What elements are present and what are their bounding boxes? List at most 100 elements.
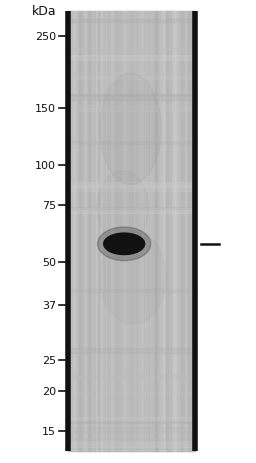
Bar [187,12,189,451]
Ellipse shape [100,74,161,185]
Bar [168,12,170,451]
Bar [131,12,134,451]
Bar [188,12,191,451]
Bar [141,12,143,451]
Bar [158,12,161,451]
Bar [130,12,132,451]
Bar [96,12,99,451]
Bar [111,12,113,451]
Bar [68,95,195,101]
Bar [68,418,195,421]
Bar [88,12,91,451]
Bar [149,12,151,451]
Bar [139,12,142,451]
Bar [145,12,148,451]
Bar [79,12,81,451]
Bar [76,12,78,451]
Bar [153,12,156,451]
Bar [68,94,195,96]
Bar [68,12,70,451]
Bar [144,12,146,451]
Bar [68,182,195,188]
Bar [84,12,86,451]
Bar [68,49,195,51]
Bar [114,12,116,451]
Text: 37: 37 [42,300,56,310]
Bar [150,12,153,451]
Bar [166,12,168,451]
Bar [185,12,187,451]
Bar [68,73,195,75]
Text: 100: 100 [35,161,56,170]
Bar [133,12,135,451]
Text: 15: 15 [42,426,56,436]
Bar [101,12,103,451]
Bar [103,12,105,451]
Bar [176,12,178,451]
Bar [68,348,195,353]
Bar [152,12,154,451]
Bar [106,12,108,451]
Bar [69,12,72,451]
Ellipse shape [104,234,145,255]
Bar [95,12,97,451]
Bar [163,12,165,451]
Bar [77,12,80,451]
Bar [68,56,195,61]
Bar [68,441,195,447]
Bar [68,185,195,192]
Bar [117,12,119,451]
Bar [171,12,173,451]
Bar [179,12,181,451]
Bar [68,19,195,23]
Bar [115,12,118,451]
Bar [68,77,195,80]
Bar [126,12,129,451]
Bar [74,12,77,451]
Bar [68,12,195,451]
Bar [156,12,159,451]
Bar [98,12,100,451]
Bar [80,12,83,451]
Bar [68,421,195,424]
Bar [155,12,157,451]
Bar [136,12,138,451]
Bar [137,12,140,451]
Ellipse shape [100,232,166,324]
Bar [68,49,195,51]
Text: 250: 250 [35,32,56,42]
Bar [147,12,150,451]
Bar [68,438,195,441]
Text: 75: 75 [42,201,56,211]
Bar [172,12,175,451]
Bar [182,12,184,451]
Bar [123,12,126,451]
Bar [68,444,195,448]
Bar [112,12,115,451]
Bar [68,208,195,213]
Text: 150: 150 [35,104,56,114]
Bar [134,12,137,451]
Bar [100,12,102,451]
Bar [122,12,124,451]
Bar [71,12,73,451]
Bar [68,427,195,433]
Bar [93,12,95,451]
Text: 20: 20 [42,386,56,396]
Ellipse shape [97,171,148,245]
Bar [191,12,194,451]
Bar [184,12,186,451]
Text: 50: 50 [42,258,56,268]
Bar [109,12,111,451]
Bar [180,12,183,451]
Bar [68,106,195,112]
Bar [128,12,130,451]
Bar [108,12,110,451]
Bar [177,12,179,451]
Ellipse shape [98,227,151,261]
Bar [164,12,167,451]
Bar [169,12,172,451]
Bar [119,12,121,451]
Bar [68,141,195,145]
Bar [193,12,195,451]
